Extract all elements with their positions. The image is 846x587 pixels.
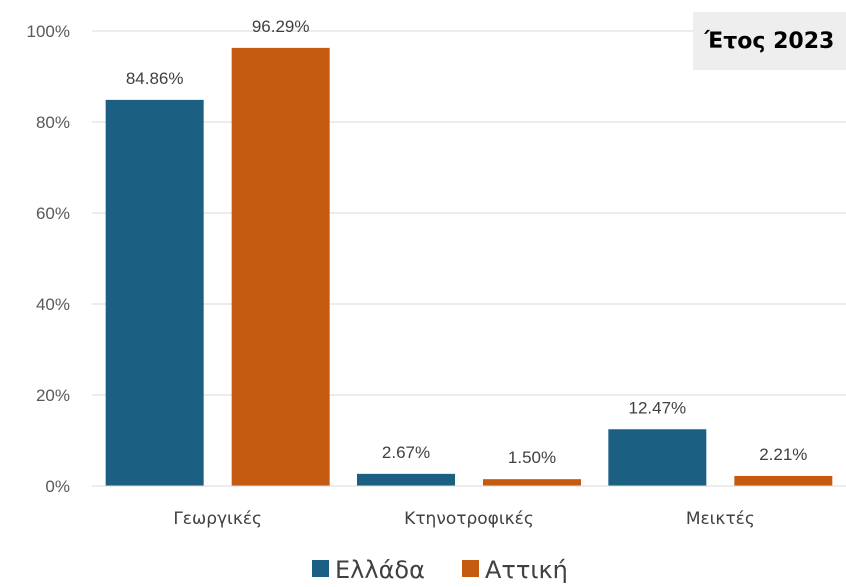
legend-label: Αττική [485, 556, 568, 584]
x-tick-label: Μεικτές [686, 509, 755, 529]
legend-swatch [462, 560, 479, 577]
bar [231, 47, 330, 487]
bar [357, 473, 455, 486]
y-tick-label: 0% [45, 477, 70, 496]
data-label: 2.67% [382, 443, 430, 462]
y-tick-label: 40% [36, 295, 70, 314]
data-label: 96.29% [252, 17, 310, 36]
legend-swatch [312, 560, 329, 577]
data-label: 84.86% [126, 69, 184, 88]
legend-label: Ελλάδα [335, 556, 425, 584]
bar [608, 429, 707, 486]
y-tick-label: 60% [36, 204, 70, 223]
y-tick-label: 20% [36, 386, 70, 405]
bar [105, 99, 204, 487]
y-tick-label: 100% [27, 22, 70, 41]
x-tick-label: Γεωργικές [173, 509, 262, 529]
bar [734, 475, 833, 486]
x-tick-label: Κτηνοτροφικές [404, 509, 534, 529]
data-label: 12.47% [628, 398, 686, 417]
data-label: 2.21% [759, 445, 807, 464]
data-label: 1.50% [508, 448, 556, 467]
year-badge: Έτος 2023 [693, 12, 846, 70]
bar [483, 479, 581, 486]
y-tick-label: 80% [36, 113, 70, 132]
